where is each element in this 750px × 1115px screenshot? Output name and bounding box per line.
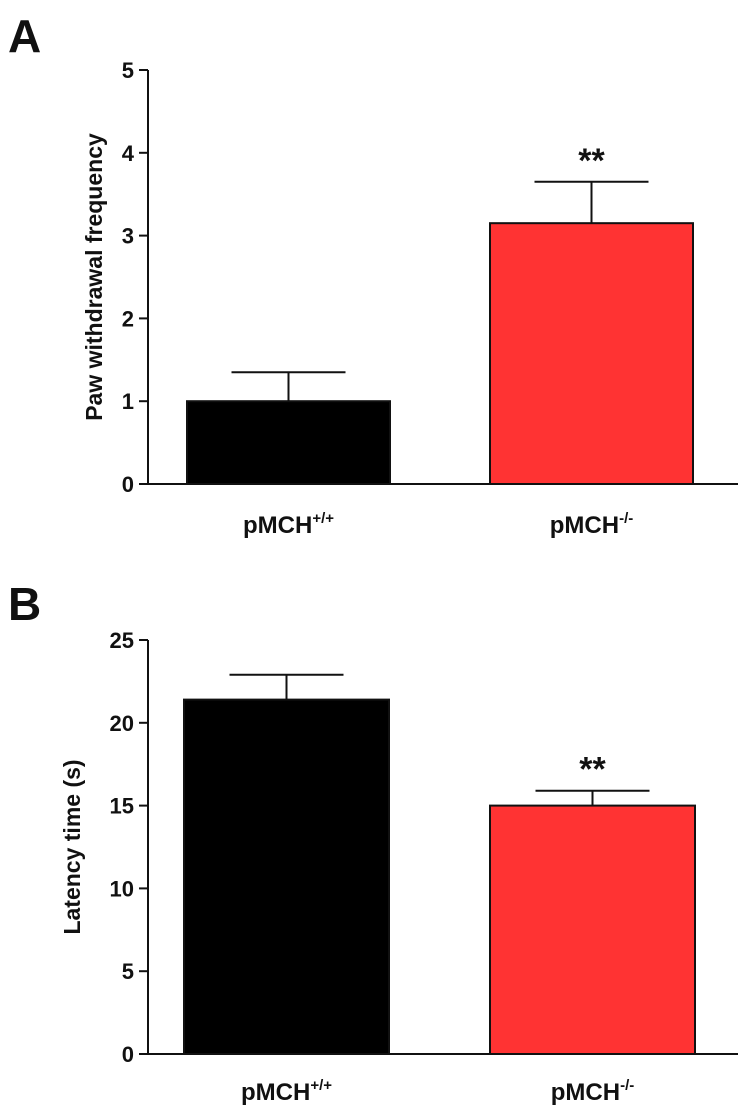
x-category-label: pMCH+/+ [241,1077,332,1106]
x-category-label: pMCH-/- [550,510,634,539]
bar-0 [183,698,390,1056]
x-category-label: pMCH+/+ [243,510,334,539]
y-tick-label: 5 [122,959,134,984]
y-tick-label: 25 [110,628,134,653]
y-tick-label: 20 [110,711,134,736]
bar-0 [186,400,391,486]
chart-panel-b: B 0 5 10 15 20 25 Latency time (s) pMCH+/+ ** pMCH… [8,578,738,1106]
panel-letter: B [8,578,41,630]
y-axis-label: Paw withdrawal frequency [81,133,107,421]
bar-1 [489,804,696,1055]
panel-letter: A [8,10,41,62]
significance-label: ** [579,751,606,789]
y-tick-label: 4 [122,141,135,166]
y-tick-label: 10 [110,876,134,901]
y-tick-label: 0 [122,1042,134,1067]
bar-1 [489,222,694,485]
y-tick-label: 2 [122,306,134,331]
chart-panel-a: A 0 1 2 3 4 5 Paw withdrawal frequency pMCH+/+ **… [8,10,738,539]
x-category-label: pMCH-/- [551,1077,635,1106]
y-axis-label: Latency time (s) [59,759,85,934]
y-tick-label: 5 [122,58,134,83]
y-tick-label: 1 [122,389,134,414]
y-tick-label: 3 [122,224,134,249]
y-tick-label: 15 [110,794,134,819]
y-tick-label: 0 [122,472,134,497]
significance-label: ** [578,142,605,180]
